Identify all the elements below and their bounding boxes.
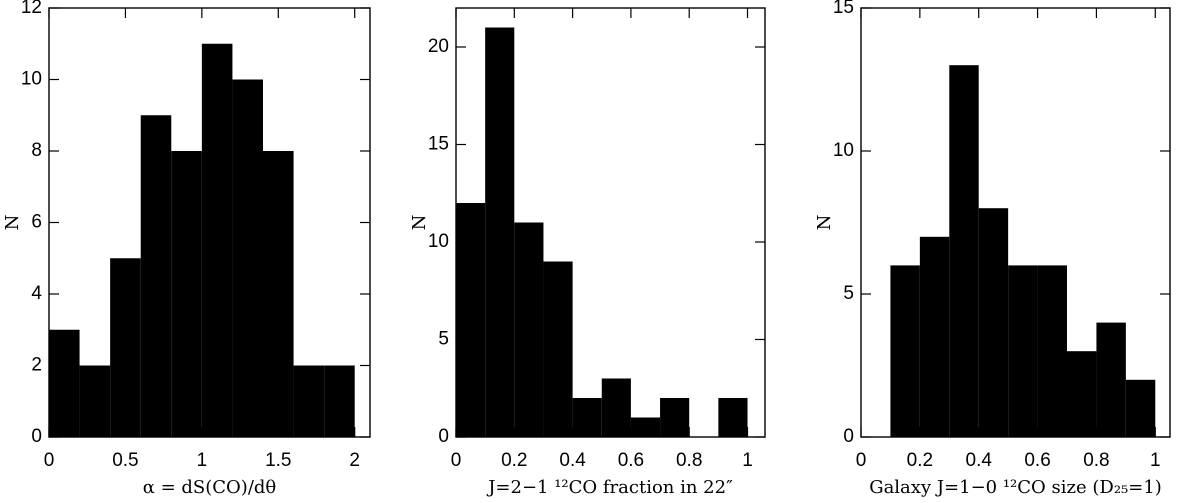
x-tick-label: 0.4 <box>966 450 993 471</box>
bar <box>171 151 202 437</box>
x-tick-label: 0.2 <box>907 450 933 471</box>
bar <box>890 265 920 437</box>
y-tick-label: 2 <box>31 355 42 376</box>
y-tick-label: 0 <box>31 426 42 447</box>
y-tick-label: 12 <box>21 0 42 18</box>
x-axis-label: J=2−1 ¹²CO fraction in 22″ <box>486 477 733 498</box>
y-tick-label: 4 <box>31 283 42 304</box>
y-tick-label: 15 <box>833 0 854 18</box>
bar <box>572 398 602 437</box>
x-tick-label: 0.8 <box>676 450 702 471</box>
x-axis-label: Galaxy J=1−0 ¹²CO size (D₂₅=1) <box>869 477 1162 498</box>
bar <box>324 365 355 437</box>
y-tick-label: 0 <box>438 426 449 447</box>
y-tick-label: 6 <box>31 212 42 233</box>
bar <box>660 398 690 437</box>
axes-frame <box>455 7 766 438</box>
bar <box>201 43 233 437</box>
bar <box>1037 265 1067 437</box>
x-tick-label: 0.8 <box>1083 450 1109 471</box>
bar <box>1008 265 1038 437</box>
bar <box>949 65 979 437</box>
bar <box>601 378 631 437</box>
bar <box>49 329 80 437</box>
y-axis-label: N <box>2 215 23 231</box>
y-tick-label: 10 <box>833 140 854 161</box>
x-tick-label: 0.5 <box>112 450 138 471</box>
bar <box>263 151 294 437</box>
bar <box>630 417 661 437</box>
x-tick-label: 0 <box>451 450 462 471</box>
bar <box>919 236 950 437</box>
bar <box>140 115 172 437</box>
x-axis-label: α = dS(CO)/dθ <box>143 477 277 498</box>
x-tick-label: 1.5 <box>265 450 291 471</box>
y-tick-label: 15 <box>428 134 449 155</box>
x-tick-label: 0 <box>856 450 867 471</box>
bar <box>978 208 1009 437</box>
y-tick-label: 10 <box>428 231 449 252</box>
bar <box>456 203 486 437</box>
x-tick-label: 2 <box>349 450 360 471</box>
x-tick-label: 1 <box>1150 450 1161 471</box>
y-tick-label: 10 <box>21 69 42 90</box>
axes-frame <box>860 7 1171 438</box>
bar <box>1125 379 1156 437</box>
bar <box>232 79 263 437</box>
bar <box>110 258 141 437</box>
bar <box>718 398 748 437</box>
y-tick-label: 5 <box>843 283 854 304</box>
bar <box>79 365 111 437</box>
bar <box>485 27 515 437</box>
y-tick-label: 0 <box>843 426 854 447</box>
y-axis-label: N <box>409 215 430 231</box>
x-tick-label: 0.6 <box>1024 450 1050 471</box>
y-axis-label: N <box>814 215 835 231</box>
y-tick-label: 8 <box>31 140 42 161</box>
bar <box>514 222 544 437</box>
y-tick-label: 5 <box>438 329 449 350</box>
bar <box>543 261 573 437</box>
x-tick-label: 0 <box>44 450 55 471</box>
x-tick-label: 0.6 <box>618 450 644 471</box>
x-tick-label: 1 <box>742 450 753 471</box>
x-tick-label: 0.4 <box>559 450 586 471</box>
y-tick-label: 20 <box>428 36 449 57</box>
bar <box>293 365 325 437</box>
bar <box>1067 351 1097 437</box>
bar <box>1096 322 1126 437</box>
x-tick-label: 1 <box>197 450 208 471</box>
x-tick-label: 0.2 <box>501 450 527 471</box>
